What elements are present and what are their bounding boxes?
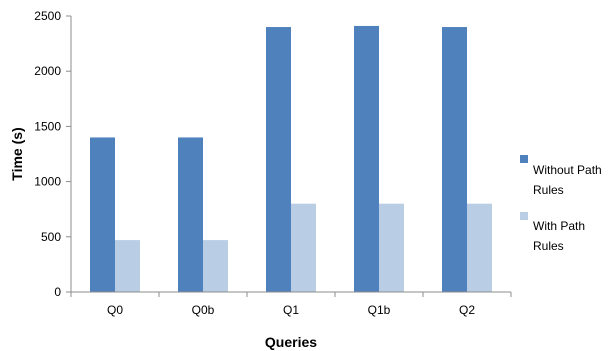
x-tick-label: Q1 (283, 303, 299, 317)
bar-q1b-series-1 (354, 25, 379, 292)
legend-swatch-series-1 (520, 155, 528, 163)
bar-q0-series-2 (115, 240, 140, 292)
bar-q0b-series-2 (203, 240, 228, 292)
y-tick-label: 2500 (34, 9, 61, 23)
x-axis-title: Queries (265, 334, 317, 350)
bars-layer (90, 25, 492, 292)
legend-label-series-2: With Path Rules (533, 219, 585, 253)
y-tick-label: 1500 (34, 119, 61, 133)
x-tick-label: Q2 (459, 303, 475, 317)
bar-q0-series-1 (90, 137, 115, 292)
y-tick-label: 500 (41, 230, 61, 244)
x-tick-label: Q0b (192, 303, 215, 317)
bar-q1-series-2 (291, 203, 316, 292)
bar-q2-series-2 (467, 203, 492, 292)
bar-q0b-series-1 (178, 137, 203, 292)
x-tick-label: Q0 (107, 303, 123, 317)
bar-q1b-series-2 (379, 203, 404, 292)
bar-q1-series-1 (266, 27, 291, 292)
x-axis-ticks: Q0 Q0b Q1 Q1b Q2 (70, 292, 512, 317)
bar-q2-series-1 (442, 27, 467, 292)
y-axis-ticks: 0 500 1000 1500 2000 2500 (34, 9, 71, 299)
legend-label-series-1: Without Path Rules (533, 163, 602, 197)
legend: Without Path Rules With Path Rules (520, 155, 602, 253)
x-tick-label: Q1b (368, 303, 391, 317)
y-tick-label: 2000 (34, 64, 61, 78)
legend-swatch-series-2 (520, 212, 528, 220)
y-tick-label: 0 (54, 285, 61, 299)
y-tick-label: 1000 (34, 175, 61, 189)
y-axis-title: Time (s) (9, 127, 25, 180)
